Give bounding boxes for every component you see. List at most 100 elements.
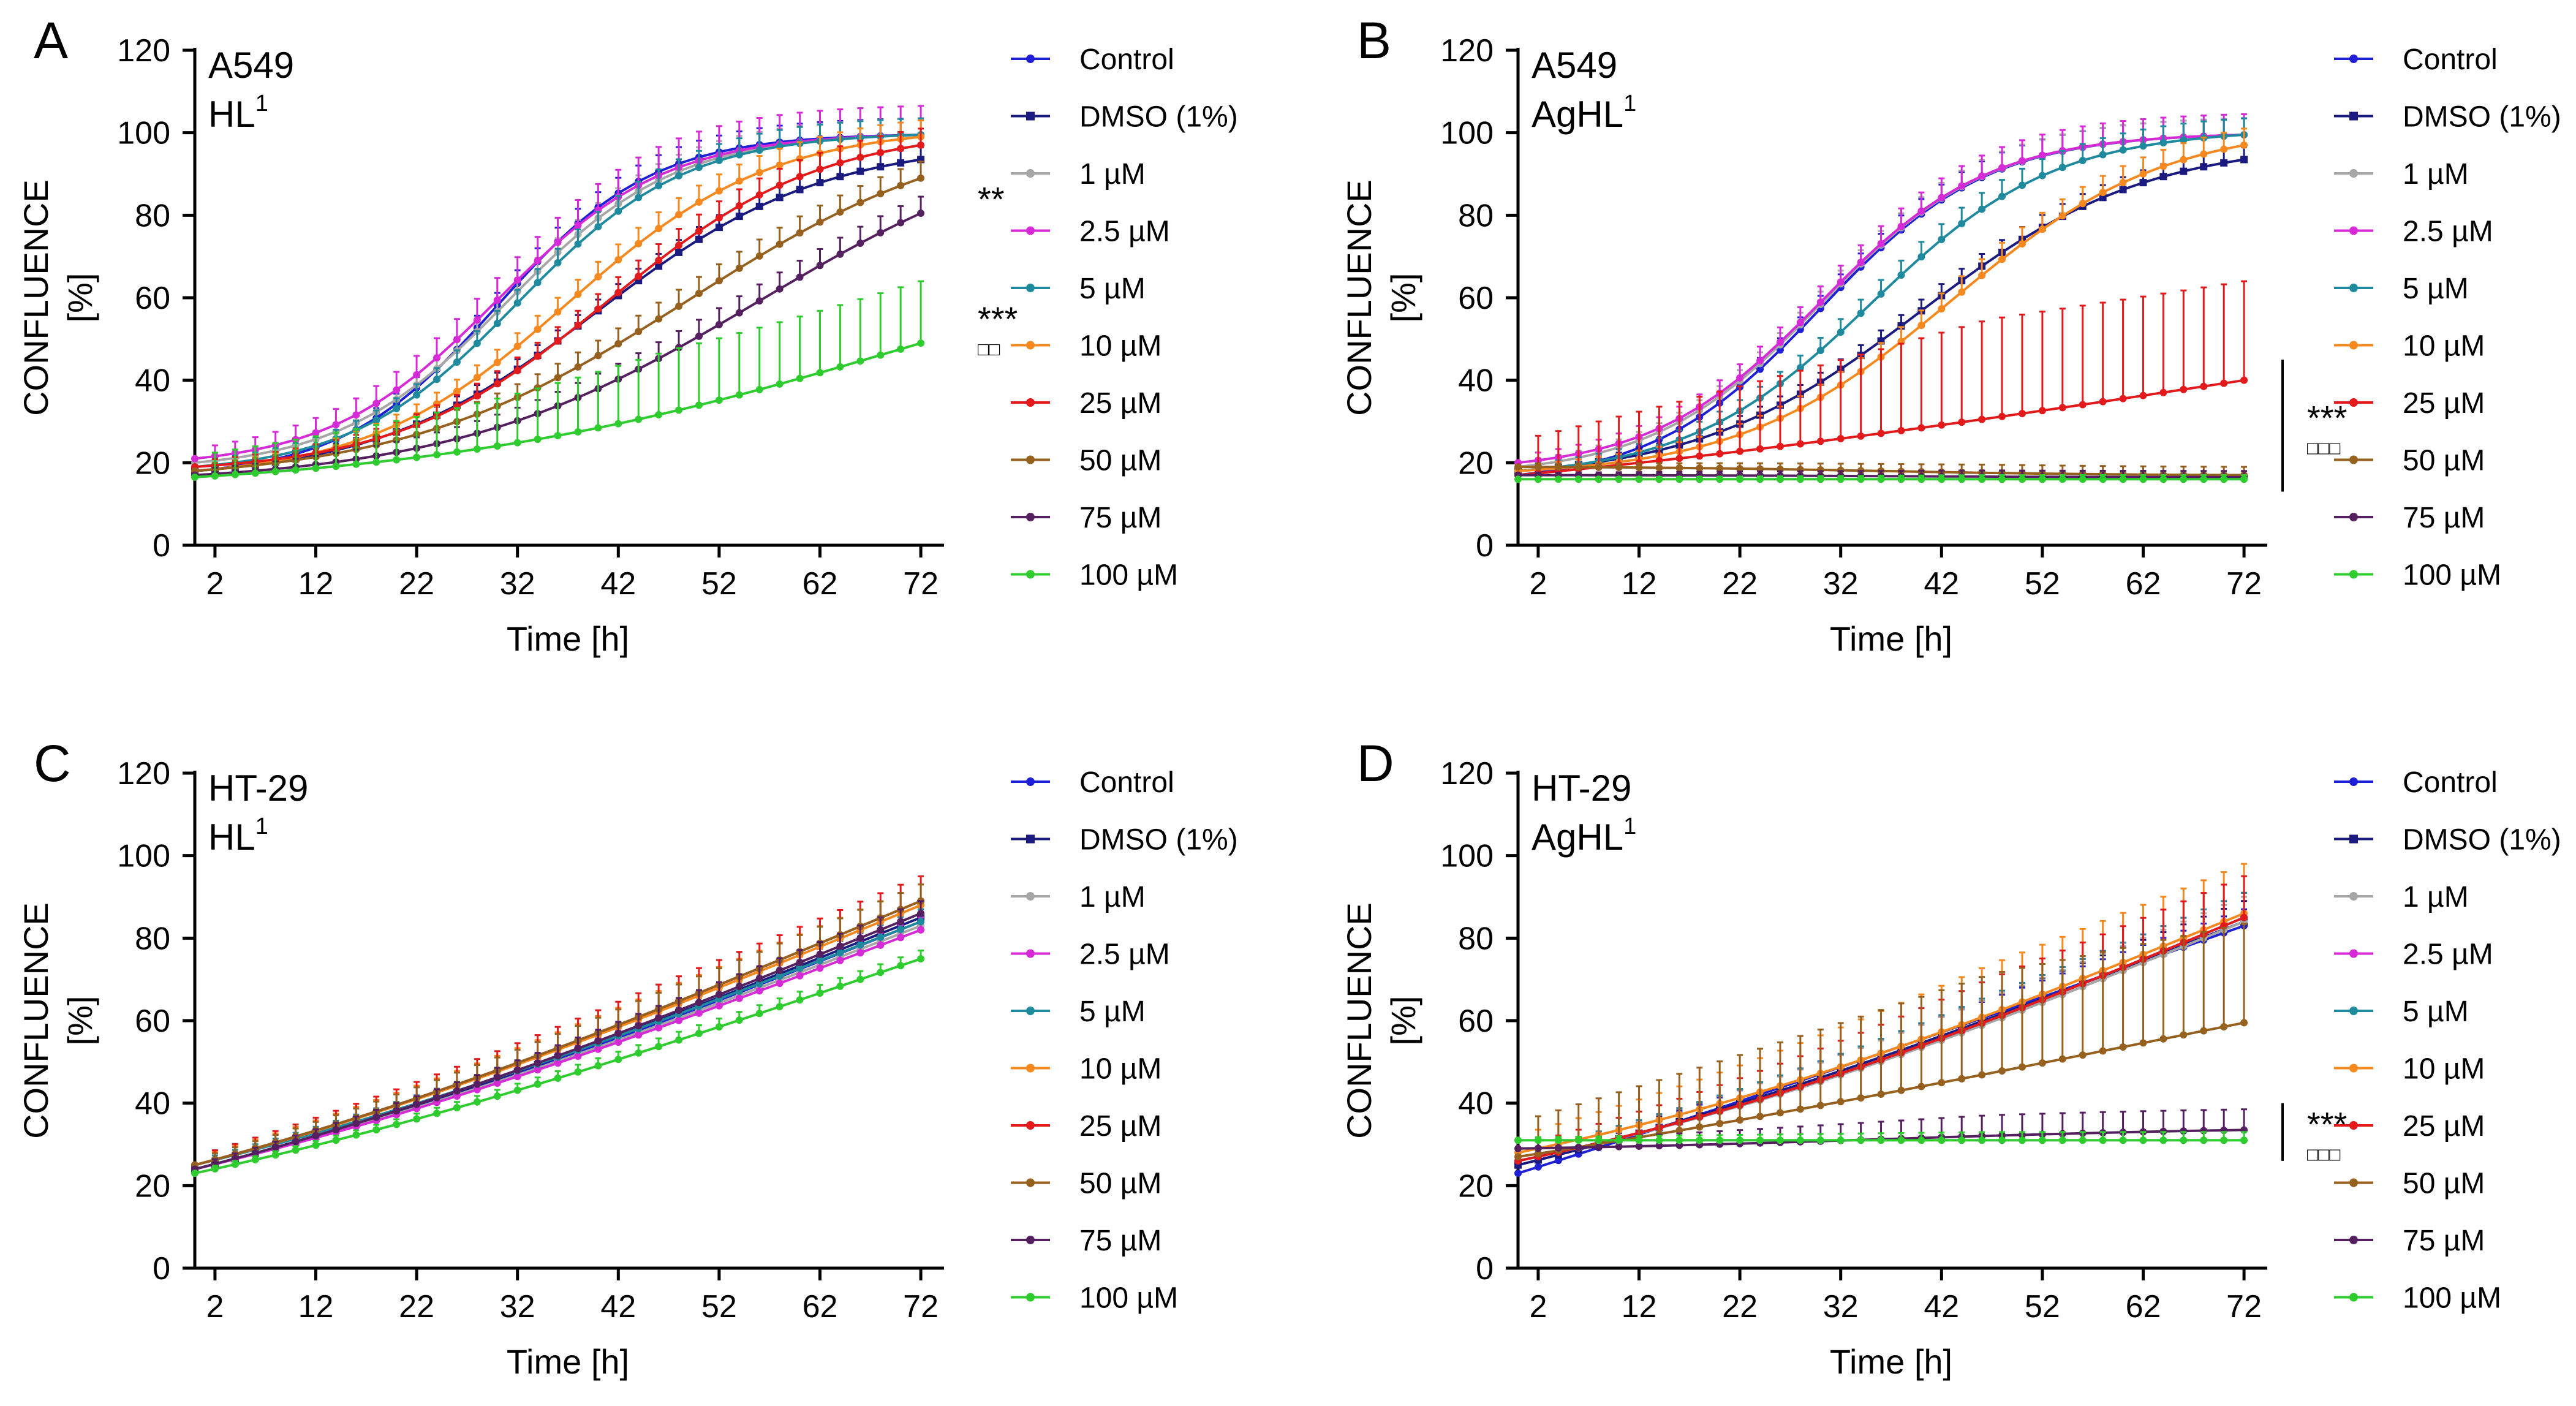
data-point xyxy=(796,186,804,194)
data-point xyxy=(1514,1136,1522,1144)
data-point xyxy=(473,392,481,400)
legend-marker xyxy=(2349,341,2358,350)
data-point xyxy=(1675,1136,1683,1144)
data-point xyxy=(2119,475,2127,483)
data-point xyxy=(473,316,481,324)
data-point xyxy=(2159,388,2167,396)
data-point xyxy=(1756,445,1764,453)
data-point xyxy=(2200,382,2208,390)
data-point xyxy=(1716,475,1724,483)
data-point xyxy=(2099,398,2107,406)
legend-item: 5 µM xyxy=(2334,996,2469,1028)
significance-boxes: □□□ xyxy=(2307,1145,2341,1165)
data-point xyxy=(655,1024,663,1032)
panel-letter: A xyxy=(34,12,68,69)
data-point xyxy=(2038,1059,2046,1067)
data-point xyxy=(1958,288,1966,296)
data-point xyxy=(1655,475,1663,483)
data-point xyxy=(1816,347,1824,355)
data-point xyxy=(715,187,723,195)
data-point xyxy=(191,473,198,481)
y-tick-label: 80 xyxy=(135,921,170,956)
legend-item: Control xyxy=(2334,766,2498,799)
data-point xyxy=(554,337,562,345)
data-point xyxy=(2180,385,2188,393)
legend-label: 2.5 µM xyxy=(2403,939,2493,971)
data-point xyxy=(534,1066,542,1074)
legend-marker xyxy=(1026,570,1035,579)
data-point xyxy=(816,956,824,964)
legend-item: 100 µM xyxy=(1011,559,1178,592)
legend-item: 25 µM xyxy=(2334,387,2485,420)
data-point xyxy=(453,448,461,456)
data-point xyxy=(1917,253,1925,261)
data-point xyxy=(574,240,582,248)
data-point xyxy=(816,989,824,997)
data-point xyxy=(2220,1022,2228,1030)
x-tick-label: 42 xyxy=(600,1289,636,1325)
data-point xyxy=(2038,1136,2046,1144)
data-point xyxy=(1756,365,1764,373)
data-point xyxy=(2058,212,2066,220)
legend-item: 5 µM xyxy=(1011,273,1146,305)
x-tick-label: 12 xyxy=(1622,566,1657,602)
legend-item: 2.5 µM xyxy=(1011,216,1170,248)
data-point xyxy=(776,967,784,975)
data-point xyxy=(2018,1063,2026,1071)
data-point xyxy=(2038,151,2046,159)
legend-item: 1 µM xyxy=(2334,881,2469,913)
data-point xyxy=(877,969,885,977)
data-point xyxy=(695,227,703,235)
y-axis-unit: [%] xyxy=(61,996,99,1046)
data-point xyxy=(836,363,844,371)
data-point xyxy=(655,315,663,323)
legend-item: 100 µM xyxy=(2334,1282,2501,1315)
data-point xyxy=(1716,1136,1724,1144)
data-point xyxy=(493,1079,501,1087)
data-point xyxy=(1554,1136,1562,1144)
data-point xyxy=(1635,1136,1643,1144)
data-point xyxy=(897,345,905,353)
data-point xyxy=(1796,440,1804,448)
data-point xyxy=(1857,259,1865,266)
cell-line-label: HT-29 xyxy=(208,768,308,809)
y-tick-label: 80 xyxy=(1458,921,1494,956)
data-point xyxy=(1534,463,1542,471)
data-point xyxy=(856,941,864,949)
data-point xyxy=(655,257,663,265)
data-point xyxy=(1877,475,1885,483)
data-point xyxy=(574,1068,582,1076)
data-point xyxy=(2159,139,2167,147)
legend-label: 10 µM xyxy=(2403,1053,2485,1086)
data-point xyxy=(2220,379,2228,387)
legend-marker xyxy=(2349,1121,2358,1130)
data-point xyxy=(796,972,804,980)
data-point xyxy=(1655,1142,1663,1150)
x-tick-label: 62 xyxy=(2126,1289,2161,1325)
data-point xyxy=(2079,1136,2087,1144)
data-point xyxy=(1514,1144,1522,1152)
data-point xyxy=(1675,1127,1683,1135)
y-tick-label: 40 xyxy=(1458,1086,1494,1122)
data-point xyxy=(816,262,824,270)
data-point xyxy=(433,354,441,362)
data-point xyxy=(1514,463,1522,471)
legend-label: 10 µM xyxy=(1079,330,1161,363)
legend-label: 1 µM xyxy=(1079,881,1146,913)
data-point xyxy=(614,256,622,264)
legend-item: 10 µM xyxy=(1011,1053,1161,1086)
data-point xyxy=(554,238,562,246)
data-point xyxy=(695,1009,703,1017)
data-point xyxy=(2119,178,2127,186)
panel-letter: C xyxy=(34,735,71,792)
data-point xyxy=(2180,1031,2188,1039)
legend-item: 25 µM xyxy=(1011,1110,1161,1143)
legend-item: Control xyxy=(2334,43,2498,76)
data-point xyxy=(393,386,401,394)
data-point xyxy=(1574,475,1582,483)
legend-item: DMSO (1%) xyxy=(2334,824,2561,856)
significance-stars: *** xyxy=(978,300,1018,338)
data-point xyxy=(433,1109,441,1117)
data-point xyxy=(695,198,703,206)
compound-label: AgHL1 xyxy=(1532,91,1636,135)
